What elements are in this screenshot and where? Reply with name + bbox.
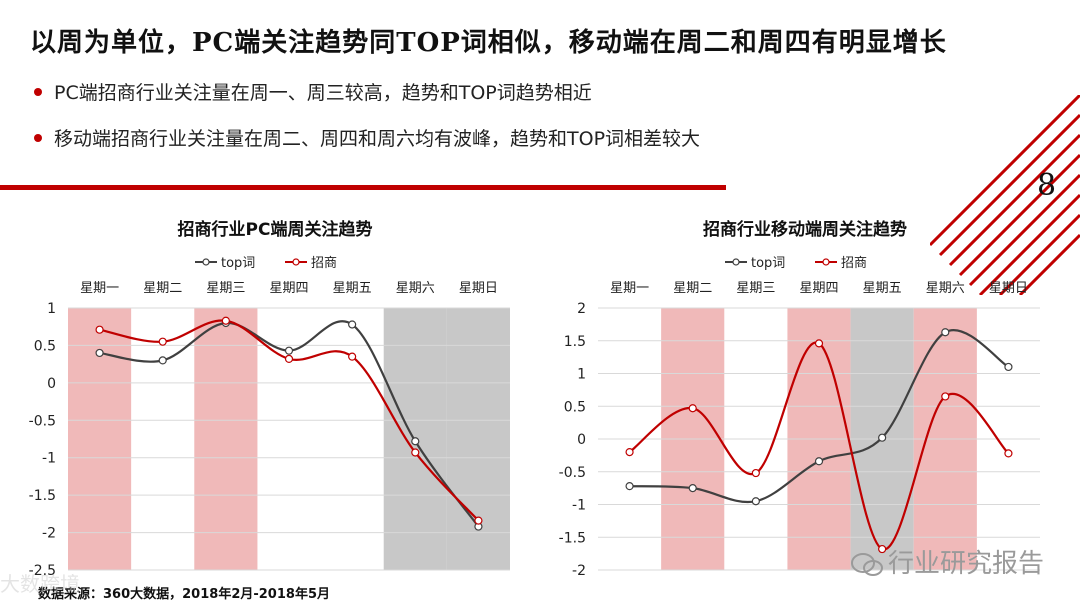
wechat-icon [851,552,883,576]
y-tick-label: -2 [42,526,56,542]
data-point-zhaoshang [348,352,357,361]
page-title: 以周为单位，PC端关注趋势同TOP词相似，移动端在周二和周四有明显增长 [30,28,947,58]
data-point-zhaoshang [158,337,167,346]
data-point-zhaoshang [95,325,104,334]
data-point-top [941,328,950,337]
x-category-label: 星期六 [926,281,965,296]
x-category-label: 星期日 [989,281,1028,296]
decorative-stripes [930,95,1080,295]
y-tick-label: 2 [577,301,586,317]
x-category-label: 星期三 [736,281,775,296]
data-point-top [1004,362,1013,372]
data-point-zhaoshang [221,316,230,325]
y-tick-label: 0 [47,376,56,392]
data-point-zhaoshang [814,339,824,348]
data-point-zhaoshang [751,468,760,478]
legend-label-1: 招商 [311,256,337,271]
x-category-label: 星期四 [269,281,308,296]
y-tick-label: -1 [42,451,56,467]
legend-marker-0 [202,258,210,266]
stripe [978,193,1080,295]
y-tick-label: -0.5 [559,465,586,481]
y-tick-label: -2 [572,563,586,579]
y-tick-label: -1 [572,498,586,514]
data-point-top [411,437,420,446]
data-source-note: 数据来源：360大数据，2018年2月-2018年5月 [38,587,330,602]
data-point-zhaoshang [474,516,483,525]
legend-label-0: top词 [751,256,785,271]
divider-line [0,185,726,190]
x-category-label: 星期二 [143,281,182,296]
x-category-label: 星期三 [206,281,245,296]
y-tick-label: 1 [577,367,586,383]
band-pink [194,308,258,570]
y-tick-label: 0.5 [564,399,586,415]
legend-marker-0 [732,258,740,266]
data-point-zhaoshang [284,354,294,364]
band-gray [446,308,510,570]
data-point-top [348,320,357,329]
data-point-zhaoshang [688,404,697,413]
chart-title: 招商行业PC端周关注趋势 [178,219,373,240]
data-point-top [814,457,824,466]
stripe [968,173,1080,287]
y-tick-label: -0.5 [29,413,56,429]
y-tick-label: 1 [47,301,56,317]
x-category-label: 星期一 [610,281,649,296]
stripe [948,133,1080,267]
data-point-top [751,497,760,506]
data-point-zhaoshang [625,448,634,457]
data-point-zhaoshang [878,544,887,554]
x-category-label: 星期五 [863,281,902,296]
stripe [958,153,1080,277]
data-point-top [95,348,104,358]
bullet-item: PC端招商行业关注量在周一、周三较高，趋势和TOP词趋势相近 [34,78,592,105]
x-category-label: 星期二 [673,281,712,296]
bullet-item: 移动端招商行业关注量在周二、周四和周六均有波峰，趋势和TOP词相差较大 [34,124,700,151]
y-tick-label: 1.5 [564,334,586,350]
band-pink [68,308,132,570]
data-point-top [158,356,167,365]
legend-label-0: top词 [221,256,255,271]
bullet-text: 移动端招商行业关注量在周二、周四和周六均有波峰，趋势和TOP词相差较大 [54,128,701,150]
legend-label-1: 招商 [841,256,867,271]
legend-marker-1 [292,258,300,266]
data-point-zhaoshang [941,392,950,401]
bullet-text: PC端招商行业关注量在周一、周三较高，趋势和TOP词趋势相近 [54,82,592,104]
legend-marker-1 [822,258,830,266]
y-tick-label: 0 [577,432,586,448]
stripe [998,213,1080,295]
watermark-right: 行业研究报告 [850,543,1044,580]
stripe [938,113,1080,257]
x-category-label: 星期日 [459,281,498,296]
x-category-label: 星期六 [396,281,435,296]
watermark-left: 大数跨境 [0,572,80,596]
chart-title: 招商行业移动端周关注趋势 [703,219,907,240]
x-category-label: 星期一 [80,281,119,296]
x-category-label: 星期五 [333,281,372,296]
stripe [930,95,1080,247]
data-point-top [284,346,294,355]
data-point-zhaoshang [411,448,420,457]
watermark-right-text: 行业研究报告 [888,549,1045,579]
stripe [1018,233,1080,295]
bullet-dot [34,87,42,96]
data-point-top [625,482,634,491]
series-line-zhaoshang [628,341,1010,551]
y-tick-label: -1.5 [559,530,586,546]
y-tick-label: -1.5 [29,488,56,504]
y-tick-label: 0.5 [34,338,56,354]
x-category-label: 星期四 [799,281,838,296]
page-number: 8 [1037,168,1057,203]
data-point-zhaoshang [1004,449,1013,458]
data-point-top [878,433,887,442]
bullet-dot [34,133,42,142]
data-point-top [688,484,697,493]
y-tick-label: -2.5 [29,563,56,579]
